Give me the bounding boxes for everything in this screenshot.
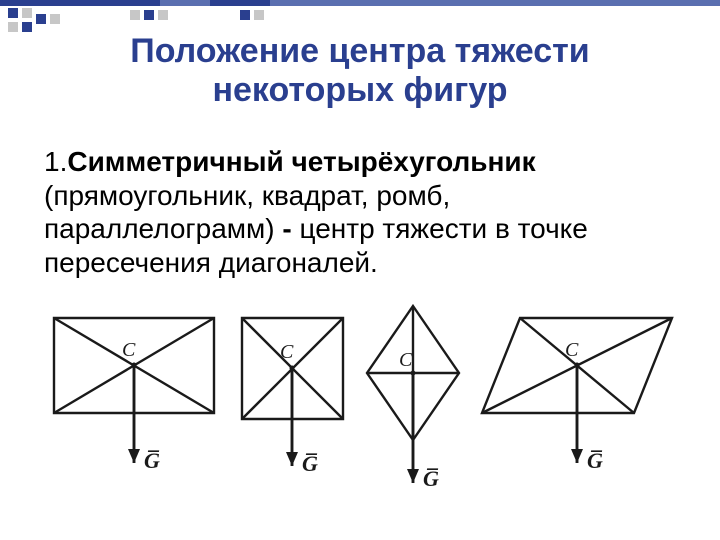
gravity-vector-label: G̅ [302,451,318,476]
gravity-vector-label: G̅ [144,448,160,473]
decor-square [130,10,140,20]
figure-square: C G̅ [230,298,355,478]
center-label: C [399,349,413,371]
decor-square [8,22,18,32]
gravity-vector-label: G̅ [423,466,439,491]
figure-svg: C G̅ [44,298,224,478]
item-number: 1. [44,146,67,177]
title-line-2: некоторых фигур [0,71,720,110]
center-label: C [565,339,579,361]
figure-svg: C G̅ [230,298,355,478]
gravity-vector-label: G̅ [587,448,603,473]
body-paragraph: 1.Симметричный четырёхугольник (прямоуго… [44,145,684,279]
dash: - [282,213,291,244]
figure-parallelogram: C G̅ [472,298,682,478]
title-line-1: Положение центра тяжести [0,32,720,71]
slide-title: Положение центра тяжести некоторых фигур [0,32,720,110]
decor-square [240,10,250,20]
decor-square [158,10,168,20]
figure-svg: C G̅ [472,298,682,478]
figure-rectangle: C G̅ [44,298,224,478]
figure-rhombus: C G̅ [361,298,466,493]
bold-term: Симметричный четырёхугольник [67,146,535,177]
figures-row: C G̅ C G̅ C G̅ C G̅ [44,298,684,493]
decor-square [22,22,32,32]
decor-square [36,14,46,24]
center-label: C [280,341,294,363]
decor-square [50,14,60,24]
decor-square [8,8,18,18]
decor-square [22,8,32,18]
center-label: C [122,339,136,361]
figure-svg: C G̅ [361,298,466,493]
decor-square [254,10,264,20]
decor-square [144,10,154,20]
